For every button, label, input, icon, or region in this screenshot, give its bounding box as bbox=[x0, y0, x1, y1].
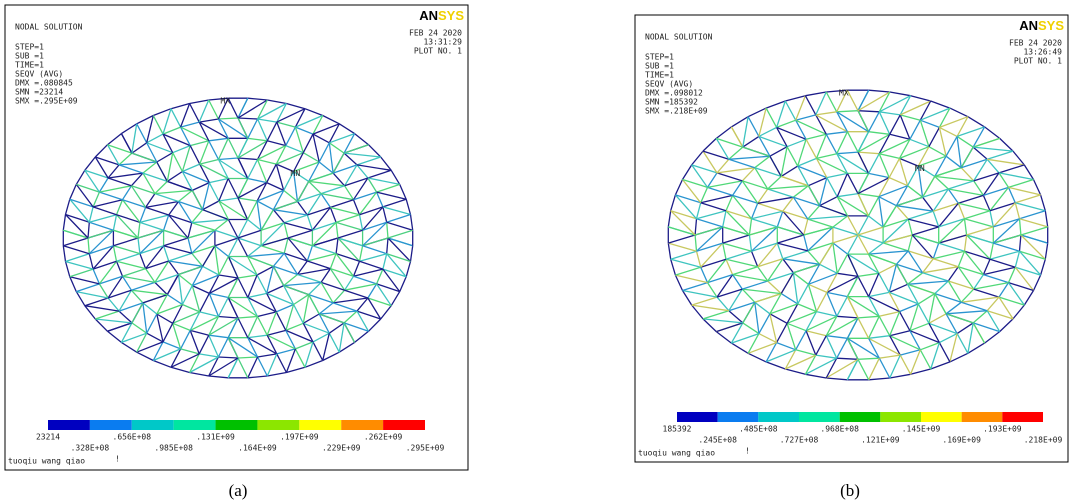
info-line: SMX =.218E+09 bbox=[645, 107, 708, 116]
legend-label: .229E+09 bbox=[322, 444, 361, 453]
legend-swatch bbox=[174, 420, 216, 430]
legend-swatch bbox=[962, 412, 1003, 422]
caption: (b) bbox=[840, 481, 860, 500]
max-marker: MX bbox=[221, 96, 231, 105]
legend-swatch bbox=[799, 412, 840, 422]
legend-label: .968E+08 bbox=[820, 425, 859, 434]
ansys-panel: NODAL SOLUTION STEP=1SUB =1TIME=1SEQV (AV… bbox=[635, 15, 1068, 462]
legend-swatch bbox=[299, 420, 341, 430]
time: 13:26:49 bbox=[1023, 48, 1062, 57]
legend-swatch bbox=[90, 420, 132, 430]
info-line: SUB =1 bbox=[645, 62, 674, 71]
ansys-panel: NODAL SOLUTION STEP=1SUB =1TIME=1SEQV (AV… bbox=[5, 5, 468, 470]
legend-swatch bbox=[132, 420, 174, 430]
legend-label: 23214 bbox=[36, 433, 60, 442]
ansys-logo: ANSYS bbox=[419, 8, 464, 23]
legend-swatch bbox=[880, 412, 921, 422]
date: FEB 24 2020 bbox=[409, 29, 462, 38]
legend-label: .145E+09 bbox=[902, 425, 941, 434]
footer: tuoqiu wang qiao bbox=[638, 449, 715, 458]
plot-number: PLOT NO. 1 bbox=[1014, 57, 1062, 66]
legend-label: .295E+09 bbox=[406, 444, 445, 453]
legend-swatch bbox=[921, 412, 962, 422]
legend-label: .169E+09 bbox=[942, 436, 981, 445]
date: FEB 24 2020 bbox=[1009, 39, 1062, 48]
max-marker: MX bbox=[839, 88, 849, 97]
legend-swatch bbox=[718, 412, 759, 422]
info-line: STEP=1 bbox=[15, 43, 44, 52]
legend-swatch bbox=[341, 420, 383, 430]
legend-swatch bbox=[383, 420, 425, 430]
legend-label: .218E+09 bbox=[1024, 436, 1063, 445]
legend-label: .245E+08 bbox=[698, 436, 737, 445]
legend-swatch bbox=[1002, 412, 1043, 422]
info-line: SEQV (AVG) bbox=[645, 80, 693, 89]
legend-swatch bbox=[48, 420, 90, 430]
logo-sys: SYS bbox=[438, 8, 464, 23]
footer-mark: ! bbox=[745, 447, 750, 456]
logo-an: AN bbox=[1019, 18, 1038, 33]
legend-label: .656E+08 bbox=[113, 433, 152, 442]
legend-label: .485E+08 bbox=[739, 425, 778, 434]
time: 13:31:29 bbox=[423, 38, 462, 47]
min-marker: MN bbox=[291, 169, 301, 178]
legend-swatch bbox=[677, 412, 718, 422]
info-line: SMX =.295E+09 bbox=[15, 97, 78, 106]
legend-swatch bbox=[840, 412, 881, 422]
plot-number: PLOT NO. 1 bbox=[414, 47, 462, 56]
legend-swatch bbox=[257, 420, 299, 430]
caption: (a) bbox=[229, 481, 248, 500]
figure: NODAL SOLUTIONSTEP=1SUB =1TIME=1SEQV (AV… bbox=[0, 0, 1073, 502]
logo-an: AN bbox=[419, 8, 438, 23]
legend-label: .985E+08 bbox=[154, 444, 193, 453]
info-line: DMX =.098012 bbox=[645, 89, 703, 98]
info-line: STEP=1 bbox=[645, 53, 674, 62]
ansys-logo: ANSYS bbox=[1019, 18, 1064, 33]
solution-title: NODAL SOLUTION bbox=[15, 23, 83, 32]
legend-label: .262E+09 bbox=[364, 433, 403, 442]
legend-swatch bbox=[758, 412, 799, 422]
info-line: DMX =.080845 bbox=[15, 79, 73, 88]
info-line: TIME=1 bbox=[645, 71, 674, 80]
legend-label: .121E+09 bbox=[861, 436, 900, 445]
min-marker: MN bbox=[915, 164, 925, 173]
legend-label: 185392 bbox=[663, 425, 692, 434]
legend-swatch bbox=[216, 420, 258, 430]
footer: tuoqiu wang qiao bbox=[8, 457, 85, 466]
solution-title: NODAL SOLUTION bbox=[645, 33, 713, 42]
logo-sys: SYS bbox=[1038, 18, 1064, 33]
legend-label: .164E+09 bbox=[238, 444, 277, 453]
info-line: SMN =23214 bbox=[15, 88, 63, 97]
legend-label: .193E+09 bbox=[983, 425, 1022, 434]
info-line: SEQV (AVG) bbox=[15, 70, 63, 79]
info-line: SMN =185392 bbox=[645, 98, 698, 107]
legend-label: .328E+08 bbox=[71, 444, 110, 453]
info-line: TIME=1 bbox=[15, 61, 44, 70]
legend-label: .197E+09 bbox=[280, 433, 319, 442]
legend-label: .131E+09 bbox=[196, 433, 235, 442]
footer-mark: ! bbox=[115, 455, 120, 464]
legend-label: .727E+08 bbox=[780, 436, 819, 445]
info-line: SUB =1 bbox=[15, 52, 44, 61]
panel-frame bbox=[635, 15, 1068, 462]
